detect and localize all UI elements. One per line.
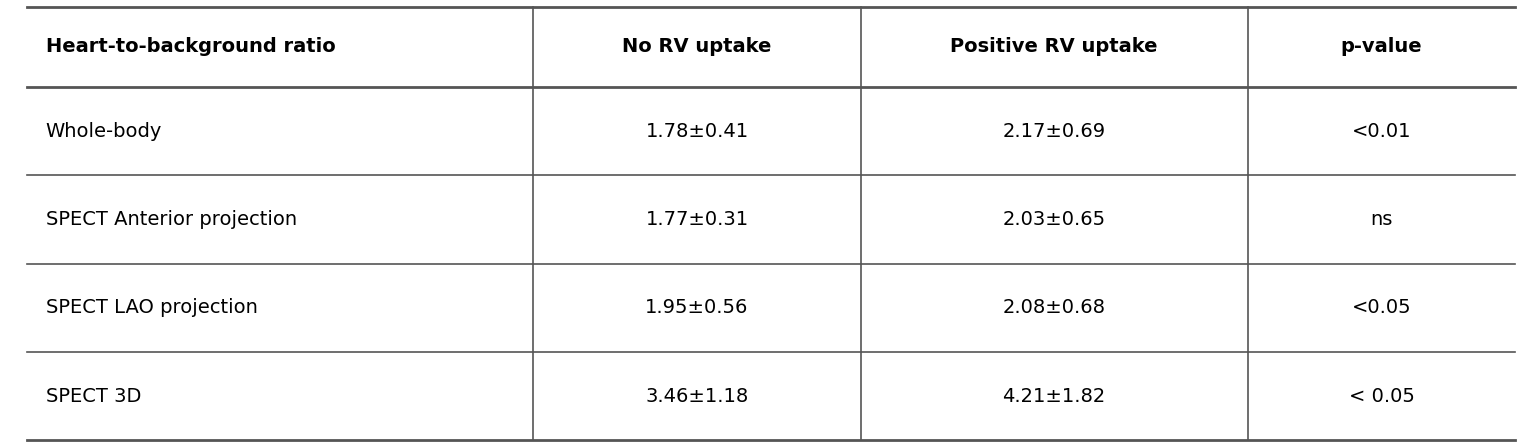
Text: 1.95±0.56: 1.95±0.56 xyxy=(646,298,749,317)
Text: <0.05: <0.05 xyxy=(1351,298,1412,317)
Text: No RV uptake: No RV uptake xyxy=(623,37,772,56)
Text: 2.03±0.65: 2.03±0.65 xyxy=(1002,210,1106,229)
Text: 2.17±0.69: 2.17±0.69 xyxy=(1002,122,1106,141)
Text: Whole-body: Whole-body xyxy=(46,122,161,141)
Text: 2.08±0.68: 2.08±0.68 xyxy=(1002,298,1106,317)
Text: 1.77±0.31: 1.77±0.31 xyxy=(646,210,749,229)
Text: p-value: p-value xyxy=(1340,37,1422,56)
Text: SPECT 3D: SPECT 3D xyxy=(46,387,142,405)
Text: < 0.05: < 0.05 xyxy=(1348,387,1415,405)
Text: 3.46±1.18: 3.46±1.18 xyxy=(646,387,749,405)
Text: Heart-to-background ratio: Heart-to-background ratio xyxy=(46,37,335,56)
Text: SPECT LAO projection: SPECT LAO projection xyxy=(46,298,257,317)
Text: SPECT Anterior projection: SPECT Anterior projection xyxy=(46,210,297,229)
Text: ns: ns xyxy=(1371,210,1392,229)
Text: 1.78±0.41: 1.78±0.41 xyxy=(646,122,749,141)
Text: Positive RV uptake: Positive RV uptake xyxy=(950,37,1157,56)
Text: 4.21±1.82: 4.21±1.82 xyxy=(1002,387,1106,405)
Text: <0.01: <0.01 xyxy=(1352,122,1412,141)
